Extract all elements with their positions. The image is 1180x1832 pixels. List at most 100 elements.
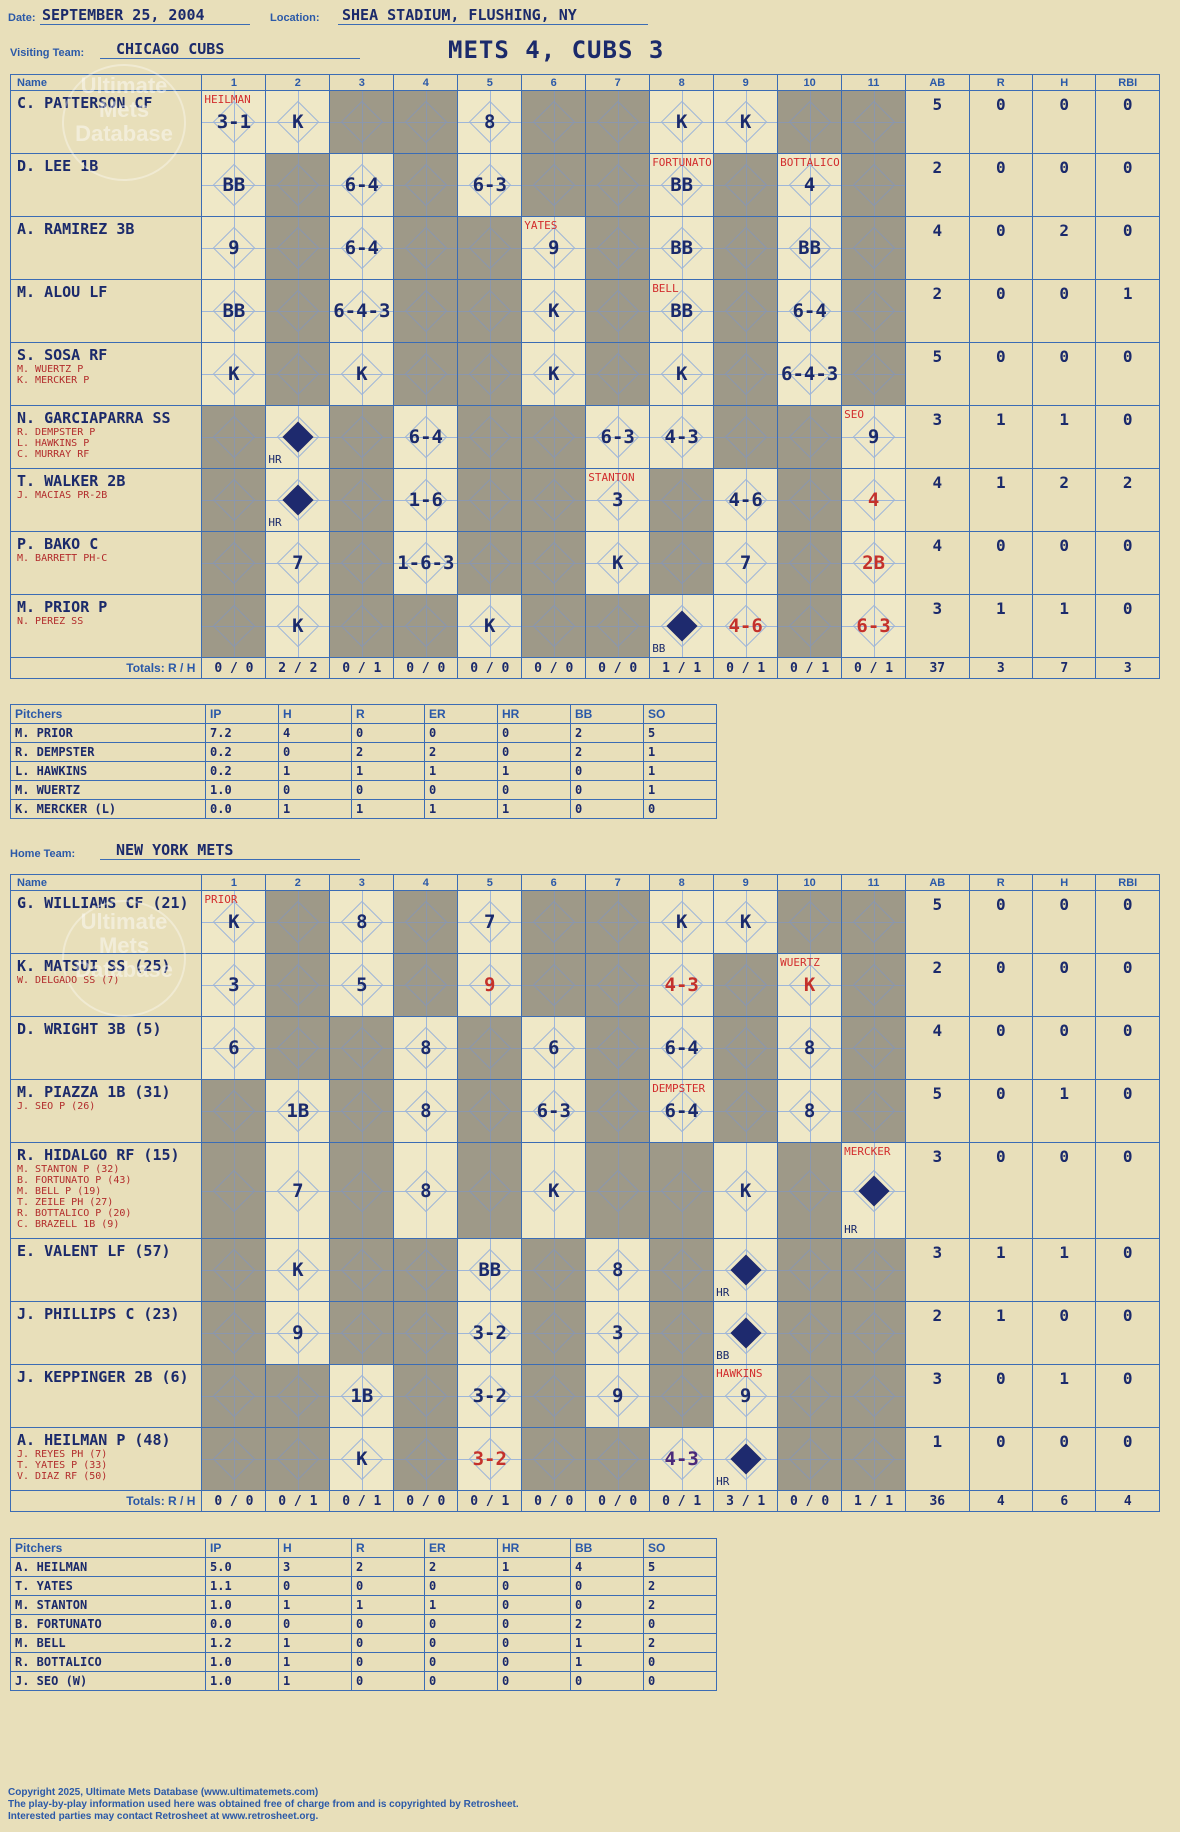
- cell-guide-v: [489, 217, 491, 279]
- play-result: HR: [716, 1475, 730, 1488]
- inning-total-5: 0 / 0: [457, 657, 523, 679]
- stat-r: 0: [968, 531, 1034, 595]
- play-result: 6: [228, 1037, 240, 1059]
- pitcher-stat: 0: [424, 1614, 498, 1634]
- cell-guide-v: [233, 406, 235, 468]
- at-bat-cell-inning-10: 4 BOTTALICO: [777, 153, 843, 217]
- cell-guide-v: [553, 1017, 555, 1079]
- home-table: Name 1 2 3 4 5 6 7 8 9 10 11 AB R H RBI G. WILLIAMS CF (…: [9, 874, 1160, 1512]
- visitors-batter-row: A. RAMIREZ 3B 9 6-4 9 YATES BB BB 4 0 2 0: [9, 216, 1160, 280]
- cell-guide-v: [425, 532, 427, 594]
- play-result: K: [548, 363, 560, 385]
- play-result: K: [292, 615, 304, 637]
- play-result: K: [228, 363, 240, 385]
- at-bat-cell-inning-1: [201, 405, 267, 469]
- cell-guide-v: [233, 343, 235, 405]
- cell-guide-v: [745, 406, 747, 468]
- cell-guide-v: [297, 595, 299, 657]
- basepath-diamond: [852, 289, 895, 333]
- pitcher-stat: 0: [497, 1595, 571, 1615]
- play-result: 2B: [862, 552, 886, 574]
- at-bat-cell-inning-11: 9 SEO: [841, 405, 907, 469]
- cell-guide-v: [361, 595, 363, 657]
- basepath-diamond: [724, 1089, 767, 1133]
- visitors-batter-name-cell: S. SOSA RF M. WUERTZ P K. MERCKER P: [9, 342, 203, 406]
- home-batter-name-cell: E. VALENT LF (57): [9, 1238, 203, 1302]
- visitors-batter-name-cell: P. BAKO C M. BARRETT PH-C: [9, 531, 203, 595]
- visitors-batter-name-cell: A. RAMIREZ 3B: [9, 216, 203, 280]
- play-result: 8: [803, 1100, 816, 1122]
- game-date: SEPTEMBER 25, 2004: [42, 6, 205, 24]
- at-bat-cell-inning-1: [201, 1142, 267, 1239]
- basepath-diamond: [404, 963, 448, 1007]
- visitors-pitchers-row: M. PRIOR 7.2 4 0 0 0 2 5: [10, 723, 717, 743]
- at-bat-cell-inning-6: [521, 153, 587, 217]
- pitcher-stat: J. SEO (W): [10, 1671, 206, 1691]
- stat-h: 0: [1031, 153, 1097, 217]
- at-bat-cell-inning-9: HR: [713, 1427, 779, 1491]
- basepath-diamond: [788, 1169, 831, 1212]
- at-bat-cell-inning-2: [265, 342, 331, 406]
- at-bat-cell-inning-5: 9: [457, 953, 523, 1017]
- cell-guide-v: [809, 1428, 811, 1490]
- cell-guide-v: [809, 1080, 811, 1142]
- pitcher-stat: 1: [497, 761, 571, 781]
- stat-total: 4: [1095, 1490, 1160, 1512]
- visitors-batter-name-cell: M. ALOU LF: [9, 279, 203, 343]
- basepath-diamond: [596, 226, 639, 270]
- home-batter-row: J. PHILLIPS C (23) 9 3-2 3 BB 2 1 0 0: [9, 1301, 1160, 1365]
- stat-h: 1: [1031, 405, 1097, 469]
- home-underline: [100, 859, 360, 860]
- at-bat-cell-inning-11: [841, 890, 907, 954]
- cell-guide-v: [233, 1239, 235, 1301]
- visitors-pitchers-row: K. MERCKER (L) 0.0 1 1 1 1 0 0: [10, 799, 717, 819]
- batter-name: S. SOSA RF: [17, 346, 108, 364]
- at-bat-cell-inning-6: [521, 1238, 587, 1302]
- basepath-diamond: [404, 1311, 448, 1355]
- basepath-diamond: [532, 541, 575, 585]
- cell-guide-v: [617, 1239, 619, 1301]
- cell-guide-v: [297, 217, 299, 279]
- cell-guide-v: [809, 954, 811, 1016]
- basepath-diamond: [852, 900, 895, 944]
- at-bat-cell-inning-8: BB FORTUNATO: [649, 153, 715, 217]
- cell-guide-v: [233, 1365, 235, 1427]
- basepath-diamond: [788, 1374, 831, 1418]
- at-bat-cell-inning-3: [329, 531, 395, 595]
- at-bat-cell-inning-1: BB: [201, 279, 267, 343]
- at-bat-cell-inning-2: [265, 890, 331, 954]
- home-batter-name-cell: A. HEILMAN P (48) J. REYES PH (7) T. YATES…: [9, 1427, 203, 1491]
- cell-guide-v: [681, 280, 683, 342]
- pitcher-stat: R. BOTTALICO: [10, 1652, 206, 1672]
- pitcher-stat: 1: [351, 799, 425, 819]
- basepath-diamond: [660, 1311, 703, 1355]
- play-result: K: [548, 300, 560, 322]
- stat-rbi: 0: [1095, 1301, 1160, 1365]
- at-bat-cell-inning-7: [585, 342, 651, 406]
- pitcher-stat: 0: [278, 780, 352, 800]
- cell-guide-v: [745, 469, 747, 531]
- pitcher-stat: 1.2: [205, 1633, 279, 1653]
- stat-rbi: 0: [1095, 1364, 1160, 1428]
- at-bat-cell-inning-8: K: [649, 90, 715, 154]
- at-bat-cell-inning-2: [265, 153, 331, 217]
- basepath-diamond: [276, 963, 320, 1007]
- play-result: BB: [670, 174, 694, 196]
- cell-guide-v: [617, 1017, 619, 1079]
- home-team-name: NEW YORK METS: [116, 841, 234, 859]
- basepath-diamond: [724, 289, 767, 333]
- at-bat-cell-inning-3: [329, 1142, 395, 1239]
- at-bat-cell-inning-4: [393, 342, 459, 406]
- play-result: HR: [716, 1286, 730, 1299]
- at-bat-cell-inning-6: [521, 953, 587, 1017]
- basepath-diamond: [340, 1169, 384, 1212]
- play-result: 7: [739, 552, 752, 574]
- basepath-diamond: [276, 1026, 320, 1070]
- cell-guide-v: [297, 154, 299, 216]
- cell-guide-v: [553, 954, 555, 1016]
- stat-rbi: 0: [1095, 1016, 1160, 1080]
- at-bat-cell-inning-1: [201, 594, 267, 658]
- home-scoresheet: Name 1 2 3 4 5 6 7 8 9 10 11 AB R H RBI G. WILLIAMS CF (…: [9, 874, 1160, 1512]
- basepath-diamond: [340, 415, 384, 459]
- basepath-diamond: [724, 352, 767, 396]
